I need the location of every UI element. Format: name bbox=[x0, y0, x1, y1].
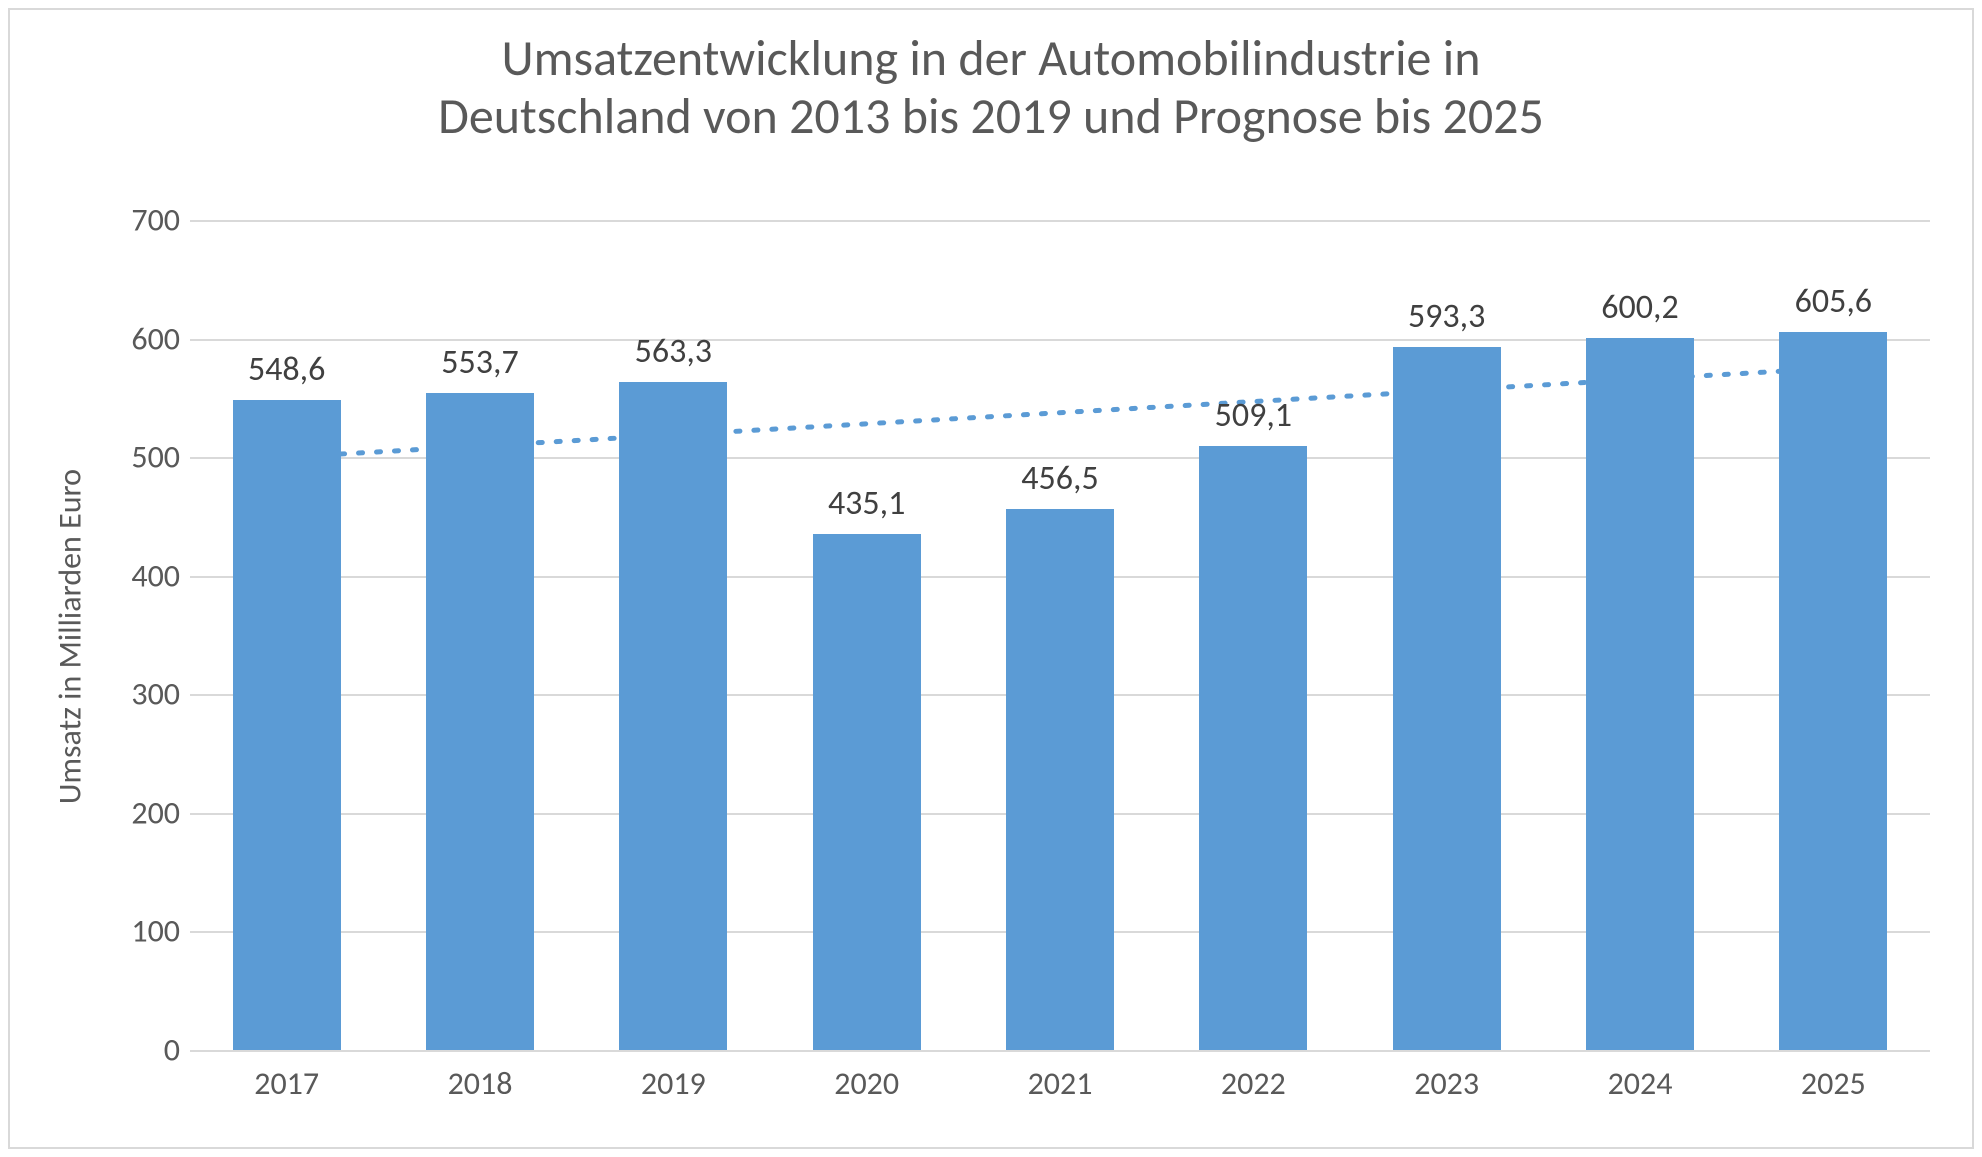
y-tick-label: 300 bbox=[110, 675, 180, 714]
bar bbox=[1586, 338, 1694, 1050]
bar bbox=[426, 393, 534, 1050]
bar-value-label: 600,2 bbox=[1601, 287, 1678, 328]
bar-value-label: 605,6 bbox=[1795, 281, 1872, 322]
y-tick-label: 600 bbox=[110, 319, 180, 358]
bar bbox=[813, 534, 921, 1050]
gridline bbox=[190, 1050, 1930, 1052]
x-tick-label: 2017 bbox=[254, 1064, 319, 1103]
chart-container: Umsatzentwicklung in der Automobilindust… bbox=[0, 0, 1982, 1157]
y-tick-label: 100 bbox=[110, 912, 180, 951]
bar-value-label: 553,7 bbox=[441, 342, 518, 383]
y-tick-label: 0 bbox=[110, 1031, 180, 1070]
y-tick-label: 400 bbox=[110, 556, 180, 595]
x-tick-label: 2023 bbox=[1414, 1064, 1479, 1103]
bar bbox=[1199, 446, 1307, 1050]
bar bbox=[1779, 332, 1887, 1050]
y-axis-label: Umsatz in Milliarden Euro bbox=[51, 222, 90, 1052]
y-tick-label: 200 bbox=[110, 793, 180, 832]
bar-value-label: 563,3 bbox=[635, 331, 712, 372]
bar-value-label: 435,1 bbox=[828, 483, 905, 524]
bar-value-label: 593,3 bbox=[1408, 296, 1485, 337]
x-tick-label: 2020 bbox=[834, 1064, 899, 1103]
y-tick-label: 700 bbox=[110, 201, 180, 240]
bar-value-label: 456,5 bbox=[1021, 458, 1098, 499]
plot-area: 0100200300400500600700548,62017553,72018… bbox=[190, 220, 1930, 1050]
x-tick-label: 2025 bbox=[1801, 1064, 1866, 1103]
bar bbox=[233, 400, 341, 1050]
bar bbox=[1393, 347, 1501, 1050]
x-tick-label: 2022 bbox=[1221, 1064, 1286, 1103]
y-tick-label: 500 bbox=[110, 438, 180, 477]
gridline bbox=[190, 220, 1930, 222]
x-tick-label: 2018 bbox=[448, 1064, 513, 1103]
bar-value-label: 509,1 bbox=[1215, 395, 1292, 436]
bar-value-label: 548,6 bbox=[248, 349, 325, 390]
chart-title: Umsatzentwicklung in der Automobilindust… bbox=[10, 30, 1972, 145]
x-tick-label: 2024 bbox=[1608, 1064, 1673, 1103]
bar bbox=[1006, 509, 1114, 1050]
bar bbox=[619, 382, 727, 1050]
x-tick-label: 2021 bbox=[1028, 1064, 1093, 1103]
x-tick-label: 2019 bbox=[641, 1064, 706, 1103]
chart-frame: Umsatzentwicklung in der Automobilindust… bbox=[8, 8, 1974, 1149]
